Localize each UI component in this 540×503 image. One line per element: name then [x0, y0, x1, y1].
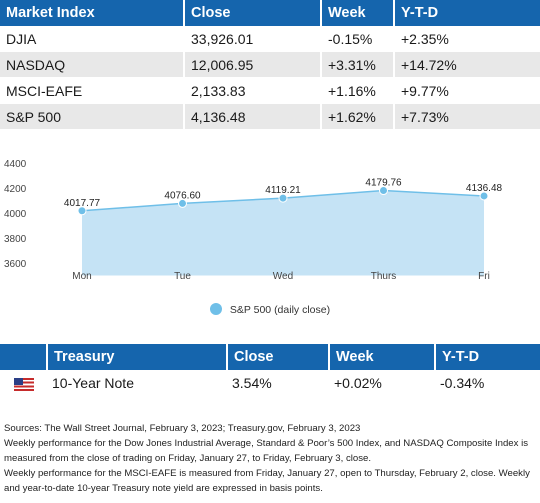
data-point — [178, 198, 187, 208]
treasury-close: 3.54% — [232, 375, 272, 391]
data-label: 4076.60 — [164, 190, 201, 201]
methodology-note: Weekly performance for the Dow Jones Ind… — [4, 438, 529, 464]
data-point — [77, 206, 87, 216]
us-flag-icon — [14, 377, 34, 391]
data-label: 4179.76 — [365, 178, 402, 189]
x-tick-label: Wed — [273, 271, 293, 282]
index-name: MSCI-EAFE — [0, 78, 183, 104]
index-ytd: +2.35% — [393, 26, 540, 52]
index-week: +1.16% — [320, 78, 393, 104]
index-week: +1.62% — [320, 104, 393, 130]
legend-swatch — [209, 303, 222, 315]
footnotes: Sources: The Wall Street Journal, Februa… — [4, 421, 538, 496]
x-tick-label: Fri — [478, 271, 490, 282]
index-close: 12,006.95 — [183, 52, 320, 78]
header-week: Week — [328, 344, 434, 370]
index-week: -0.15% — [320, 26, 393, 52]
y-tick-label: 3800 — [4, 234, 27, 245]
index-name: NASDAQ — [0, 52, 183, 78]
header-market-index: Market Index — [0, 0, 183, 26]
x-tick-label: Mon — [72, 271, 91, 282]
header-ytd: Y-T-D — [393, 0, 540, 26]
treasury-week: +0.02% — [334, 375, 382, 391]
header-flag-column — [0, 344, 46, 370]
index-close: 4,136.48 — [183, 104, 320, 130]
header-close: Close — [183, 0, 320, 26]
index-ytd: +9.77% — [393, 78, 540, 104]
index-close: 2,133.83 — [183, 78, 320, 104]
sp500-area-chart: 3600 3800 4000 4200 4400 4017.77 4076.60 4119.2… — [4, 159, 503, 282]
index-week: +3.31% — [320, 52, 393, 78]
treasury-table: Treasury Close Week Y-T-D 10-Year Note 3… — [0, 344, 540, 396]
table-row: 10-Year Note 3.54% +0.02% -0.34% — [0, 370, 540, 396]
y-tick-label: 4000 — [4, 209, 27, 220]
market-index-table: Market Index Close Week Y-T-D DJIA 33,92… — [0, 0, 540, 130]
x-tick-label: Tue — [174, 271, 191, 282]
y-tick-label: 4200 — [4, 184, 27, 195]
series-area — [82, 190, 484, 276]
table-row: S&P 500 4,136.48 +1.62% +7.73% — [0, 104, 540, 130]
header-close: Close — [226, 344, 328, 370]
data-label: 4136.48 — [466, 183, 503, 194]
y-tick-label: 3600 — [4, 259, 27, 270]
chart-legend: S&P 500 (daily close) — [0, 303, 540, 316]
index-ytd: +14.72% — [393, 52, 540, 78]
index-name: DJIA — [0, 26, 183, 52]
x-tick-label: Thurs — [371, 271, 397, 282]
header-week: Week — [320, 0, 393, 26]
treasury-table-header: Treasury Close Week Y-T-D — [0, 344, 540, 370]
flag-cell — [0, 370, 46, 396]
table-row: DJIA 33,926.01 -0.15% +2.35% — [0, 26, 540, 52]
header-treasury: Treasury — [46, 344, 226, 370]
header-ytd: Y-T-D — [434, 344, 540, 370]
index-ytd: +7.73% — [393, 104, 540, 130]
market-table-header: Market Index Close Week Y-T-D — [0, 0, 540, 26]
source-note: Sources: The Wall Street Journal, Februa… — [4, 423, 361, 434]
data-point — [278, 193, 288, 203]
data-point — [479, 191, 489, 201]
table-row: MSCI-EAFE 2,133.83 +1.16% +9.77% — [0, 78, 540, 104]
treasury-ytd: -0.34% — [440, 375, 485, 391]
data-label: 4017.77 — [64, 198, 101, 209]
data-label: 4119.21 — [265, 185, 301, 196]
y-tick-label: 4400 — [4, 159, 27, 170]
table-row: NASDAQ 12,006.95 +3.31% +14.72% — [0, 52, 540, 78]
treasury-name: 10-Year Note — [52, 375, 134, 391]
legend-label: S&P 500 (daily close) — [229, 304, 331, 316]
methodology-note: Weekly performance for the MSCI-EAFE is … — [4, 468, 530, 494]
index-close: 33,926.01 — [183, 26, 320, 52]
data-point — [379, 186, 388, 196]
index-name: S&P 500 — [0, 104, 183, 130]
